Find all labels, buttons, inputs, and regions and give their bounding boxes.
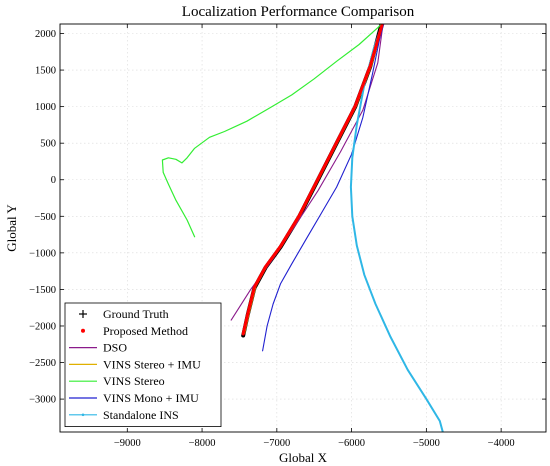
legend-label: VINS Stereo + IMU [103,357,201,371]
y-tick-label: 500 [40,139,56,150]
legend-label: DSO [103,341,127,355]
y-tick-label: 2000 [35,29,56,40]
plot-area [161,24,444,432]
y-tick-label: −2500 [29,358,56,369]
legend-label: Ground Truth [103,307,169,321]
chart-title: Localization Performance Comparison [182,4,415,20]
x-tick-label: −8000 [189,438,216,449]
series-line-proposed-method-overlay [241,24,384,335]
series-line-vins-stereo-imu [244,24,384,334]
legend: Ground Truth Proposed Method DSO VINS Stere… [64,302,222,427]
legend-label: Standalone INS [103,408,179,422]
series-line-vins-mono-imu [262,24,385,352]
y-tick-label: −1500 [29,285,56,296]
y-tick-label: 0 [51,175,56,186]
legend-label: Proposed Method [103,324,188,338]
series-line-proposed-method [241,24,384,336]
axes-frame [59,23,547,433]
x-tick-label: −4000 [488,438,515,449]
x-tick-label: −7000 [263,438,290,449]
series-line-standalone-ins [349,24,444,432]
x-tick-label: −5000 [413,438,440,449]
legend-marker [81,413,85,417]
y-tick-label: −2000 [29,321,56,332]
y-tick-label: −500 [34,212,56,223]
x-axis-label: Global X [279,450,328,465]
series-line-dso [230,24,384,321]
y-tick-label: 1000 [35,102,56,113]
legend-label: VINS Mono + IMU [103,391,199,405]
y-tick-label: −1000 [29,248,56,259]
y-tick-label: 1500 [35,66,56,77]
legend-marker [81,328,85,333]
legend-label: VINS Stereo [103,374,165,388]
x-tick-label: −6000 [338,438,365,449]
series-line-vins-stereo [161,24,383,238]
y-axis-label: Global Y [4,204,19,252]
x-tick-label: −9000 [114,438,141,449]
axis-ticks: −9000 −8000 −7000 −6000 −5000 −40002000150010… [29,24,546,449]
y-tick-label: −3000 [29,395,56,406]
